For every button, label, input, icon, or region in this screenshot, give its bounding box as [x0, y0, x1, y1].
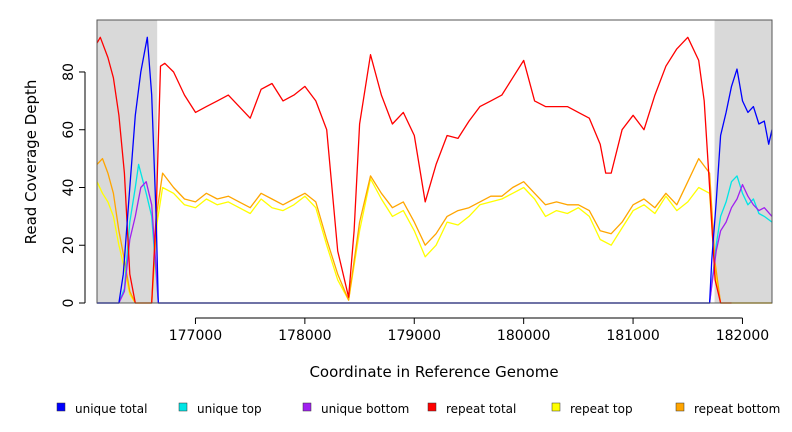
series-lines [96, 36, 773, 304]
shaded-regions [97, 20, 772, 303]
legend-item-repeat-top: repeat top [551, 402, 633, 416]
legend-swatch [675, 402, 685, 412]
plot-frame [96, 19, 773, 304]
shaded-region-2 [714, 20, 772, 303]
x-tick-label: 182000 [716, 328, 769, 344]
y-tick-label: 40 [61, 179, 77, 197]
series-line-unique-bottom [97, 181, 773, 304]
legend-item-repeat-total: repeat total [427, 402, 516, 416]
series-line-unique-top [97, 163, 773, 304]
x-tick-label: 181000 [606, 328, 659, 344]
legend-label: unique top [197, 402, 262, 416]
x-tick-label: 179000 [388, 328, 441, 344]
legend-label: repeat bottom [694, 402, 780, 416]
x-tick-label: 178000 [278, 328, 331, 344]
series-line-unique-total [97, 36, 773, 304]
y-tick-label: 80 [61, 63, 77, 81]
legend-item-unique-bottom: unique bottom [302, 402, 409, 416]
y-tick-label: 60 [61, 121, 77, 139]
legend-item-unique-total: unique total [56, 402, 147, 416]
x-axis-title: Coordinate in Reference Genome [309, 363, 558, 381]
y-tick-label: 0 [61, 299, 77, 308]
legend: unique total unique top unique bottom repea… [56, 402, 780, 416]
legend-item-unique-top: unique top [178, 402, 262, 416]
legend-swatch [178, 402, 188, 412]
legend-swatch [302, 402, 312, 412]
x-tick-label: 177000 [169, 328, 222, 344]
legend-swatch [56, 402, 66, 412]
series-line-repeat-total [96, 36, 732, 304]
legend-item-repeat-bottom: repeat bottom [675, 402, 780, 416]
legend-label: repeat top [570, 402, 633, 416]
y-tick-label: 20 [61, 236, 77, 254]
series-line-repeat-bottom [96, 157, 772, 304]
series-line-repeat-top [96, 178, 772, 304]
legend-label: repeat total [446, 402, 516, 416]
legend-swatch [551, 402, 561, 412]
y-axis-title: Read Coverage Depth [22, 80, 40, 245]
legend-label: unique bottom [321, 402, 409, 416]
legend-swatch [427, 402, 437, 412]
axes: 177000 178000 179000 180000 181000 182000 0 20 4… [61, 63, 769, 344]
x-tick-label: 180000 [497, 328, 550, 344]
legend-label: unique total [75, 402, 147, 416]
